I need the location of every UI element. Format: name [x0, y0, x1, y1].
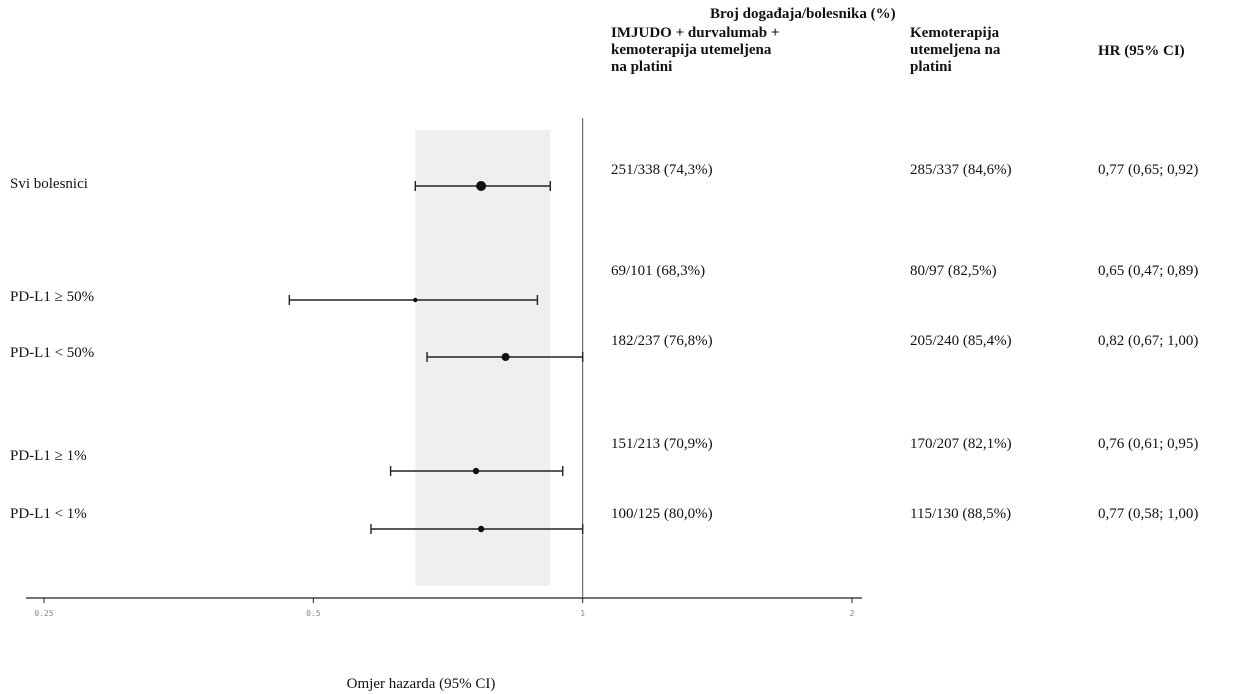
cell-treatment-pdl1-lt1: 100/125 (80,0%) — [611, 506, 713, 522]
cell-control-pdl1-lt1: 115/130 (88,5%) — [910, 506, 1012, 522]
row-label-pdl1-ge50: PD-L1 ≥ 50% — [10, 289, 95, 305]
cell-treatment-pdl1-ge50: 69/101 (68,3%) — [611, 263, 706, 279]
hr-point — [501, 353, 510, 361]
x-tick-label: 0.25 — [34, 609, 53, 618]
column-header-treatment: IMJUDO + durvalumab + kemoterapija uteme… — [611, 25, 780, 75]
column-header-hr: HR (95% CI) — [1098, 43, 1185, 59]
overall-ci-band — [415, 130, 551, 586]
x-tick-label: 1 — [580, 609, 585, 618]
row-label-pdl1-ge1: PD-L1 ≥ 1% — [10, 448, 87, 464]
hr-point — [472, 467, 480, 475]
cell-hr-pdl1-ge1: 0,76 (0,61; 0,95) — [1098, 436, 1199, 452]
cell-control-pdl1-ge1: 170/207 (82,1%) — [910, 436, 1012, 452]
x-axis-label: Omjer hazarda (95% CI) — [346, 676, 496, 692]
table-header-title: Broj događaja/bolesnika (%) — [710, 6, 896, 22]
row-label-pdl1-lt50: PD-L1 < 50% — [10, 345, 95, 361]
cell-control-all: 285/337 (84,6%) — [910, 162, 1012, 178]
hr-point — [477, 525, 485, 533]
cell-control-pdl1-lt50: 205/240 (85,4%) — [910, 333, 1012, 349]
hr-point — [413, 297, 418, 303]
hr-point — [476, 181, 487, 191]
x-tick-label: 0.5 — [306, 609, 321, 618]
cell-control-pdl1-ge50: 80/97 (82,5%) — [910, 263, 997, 279]
cell-treatment-all: 251/338 (74,3%) — [611, 162, 713, 178]
row-label-all: Svi bolesnici — [10, 176, 88, 192]
cell-hr-pdl1-lt50: 0,82 (0,67; 1,00) — [1098, 333, 1199, 349]
cell-hr-all: 0,77 (0,65; 0,92) — [1098, 162, 1199, 178]
cell-treatment-pdl1-ge1: 151/213 (70,9%) — [611, 436, 713, 452]
cell-treatment-pdl1-lt50: 182/237 (76,8%) — [611, 333, 713, 349]
column-header-control: Kemoterapija utemeljena na platini — [910, 25, 1001, 75]
cell-hr-pdl1-lt1: 0,77 (0,58; 1,00) — [1098, 506, 1199, 522]
row-label-pdl1-lt1: PD-L1 < 1% — [10, 506, 87, 522]
x-tick-label: 2 — [850, 609, 855, 618]
cell-hr-pdl1-ge50: 0,65 (0,47; 0,89) — [1098, 263, 1199, 279]
